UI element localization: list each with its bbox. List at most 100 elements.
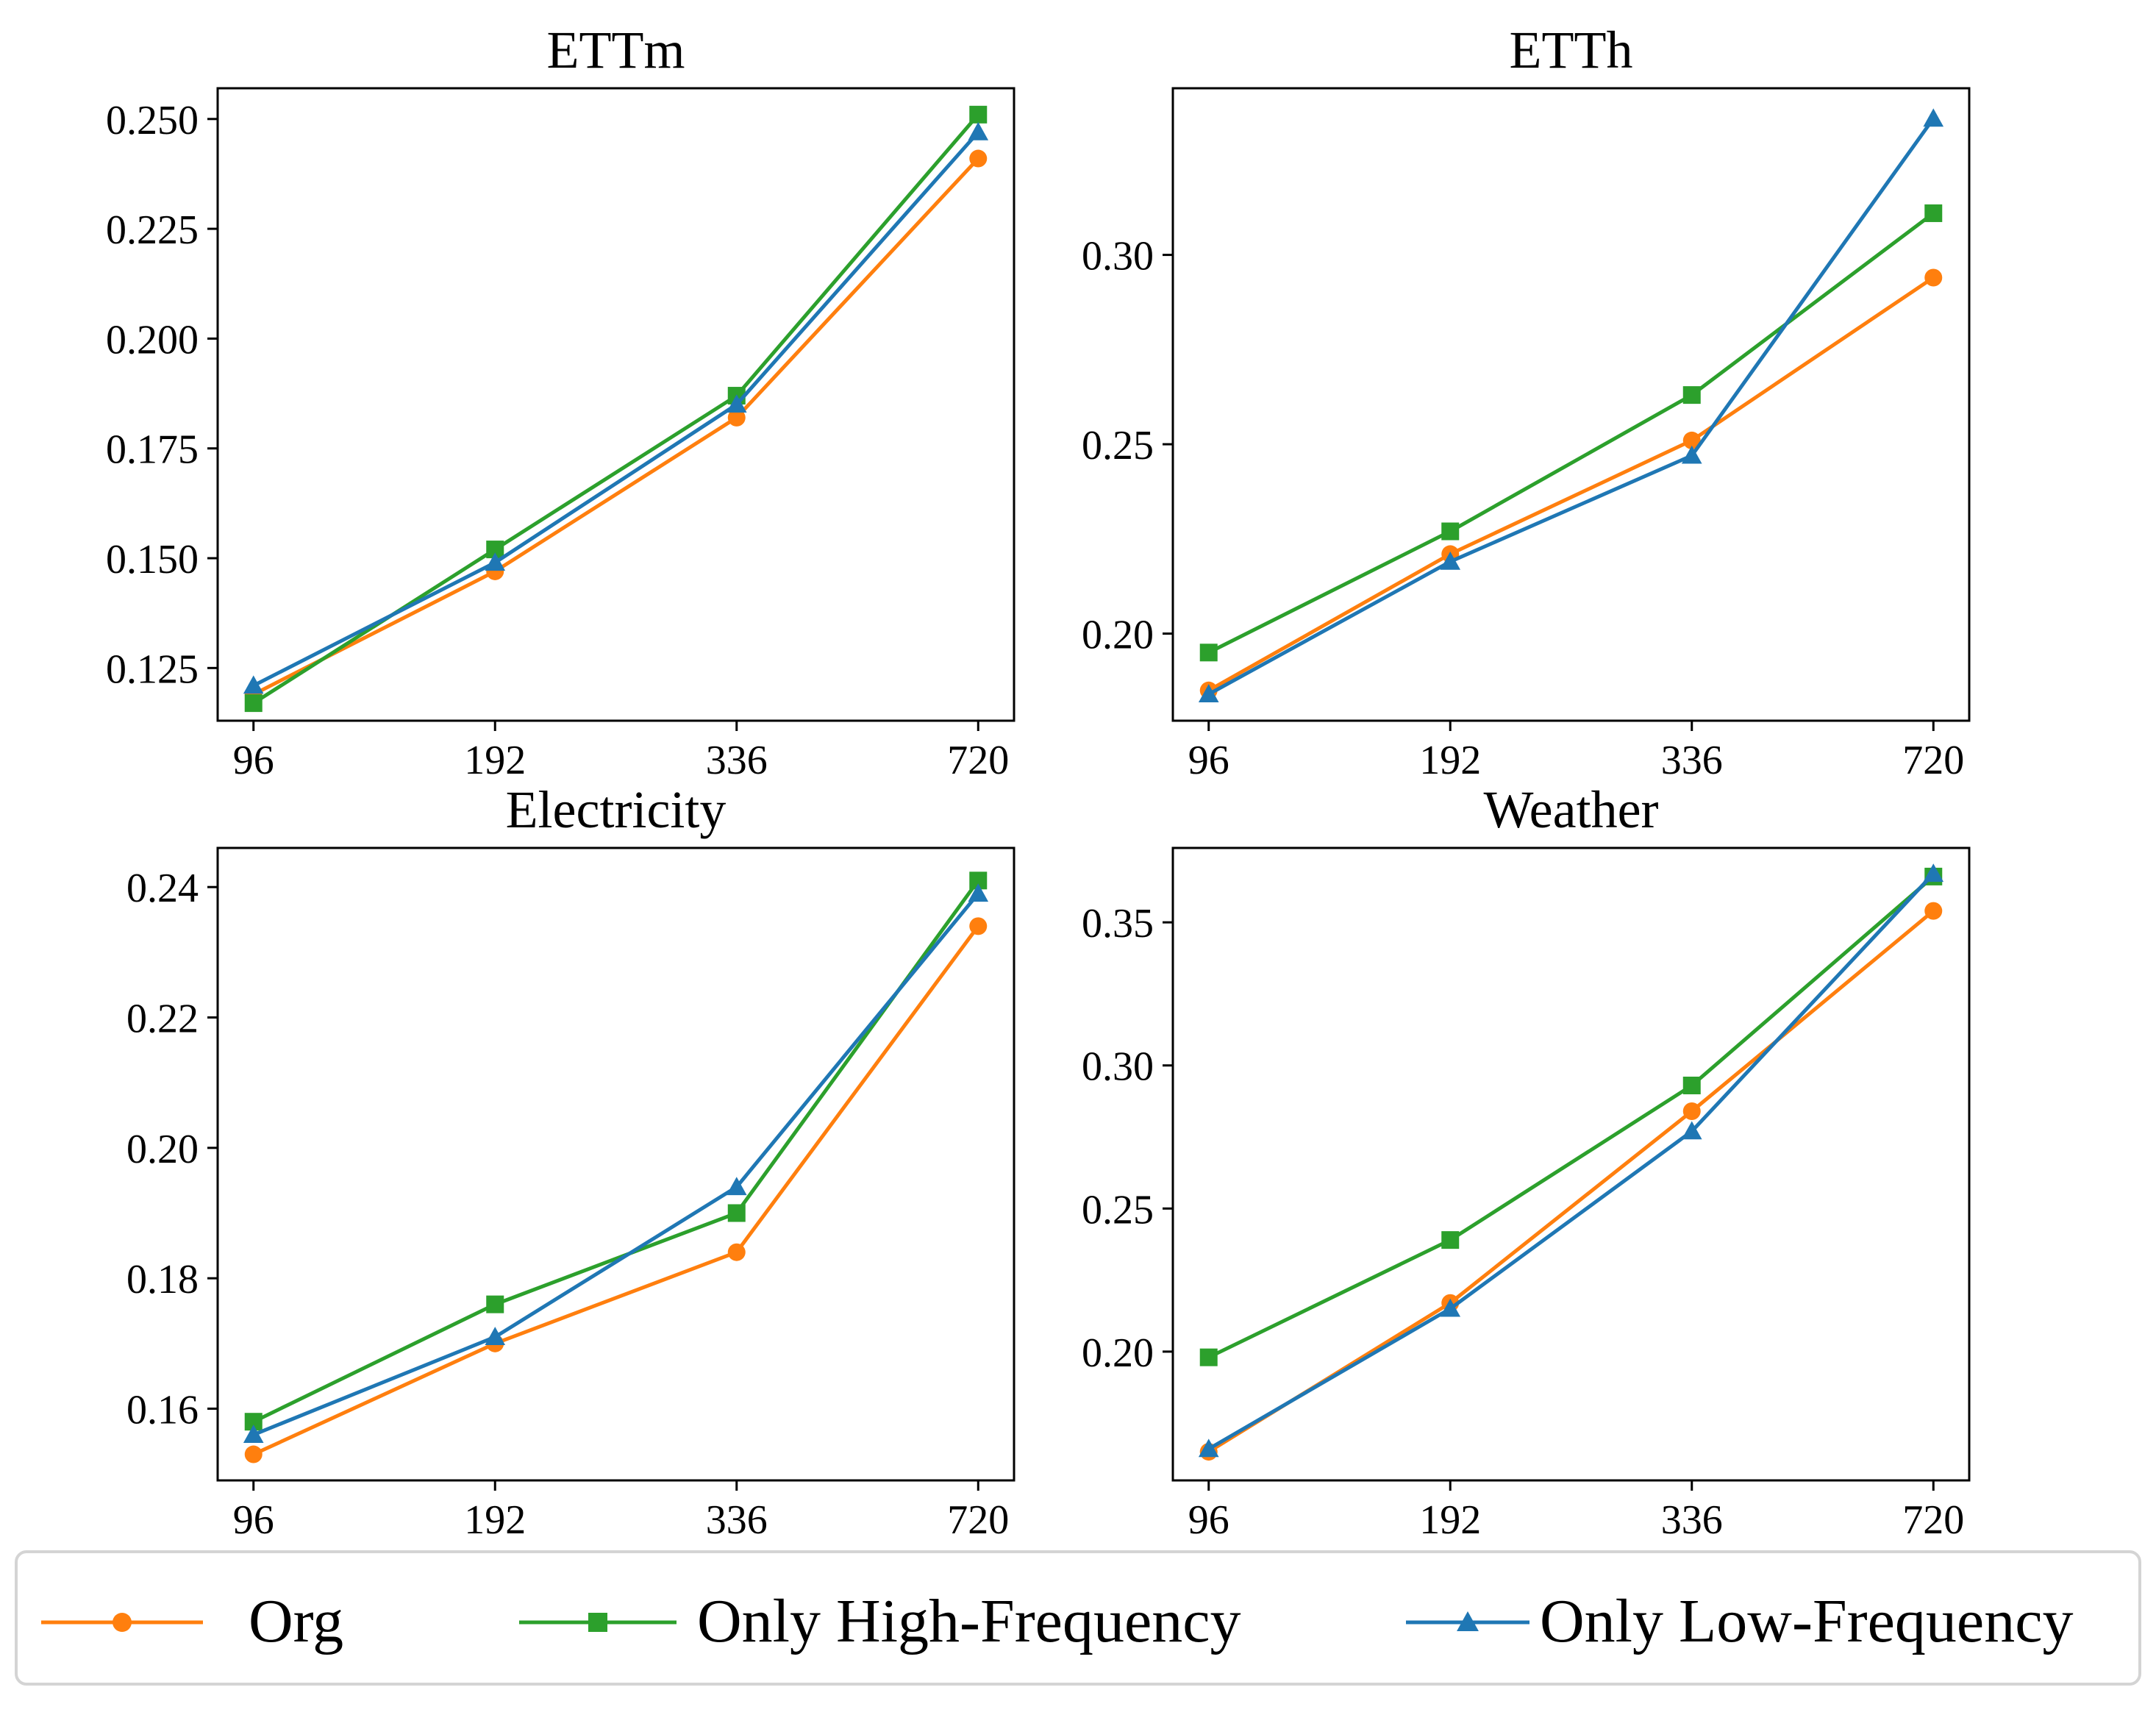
data-point (727, 1243, 746, 1261)
data-point (969, 917, 988, 935)
y-tick-label: 0.225 (106, 207, 199, 253)
x-tick-label: 96 (1188, 1497, 1229, 1543)
x-tick-label: 336 (1661, 1497, 1723, 1543)
data-point (243, 1425, 264, 1443)
series-triangle (243, 883, 989, 1443)
data-point (1923, 108, 1944, 127)
data-point (244, 1445, 263, 1463)
data-point (727, 1204, 746, 1222)
plot-frame (1171, 846, 1971, 1482)
plot-frame (1171, 87, 1971, 722)
x-tick-label: 720 (947, 1497, 1009, 1543)
data-point (1924, 902, 1943, 920)
y-tick-label: 0.24 (126, 866, 199, 911)
series-square (1199, 204, 1943, 662)
data-point (1440, 1298, 1461, 1317)
chart-panels: ETTm 0.125 0.150 0.175 0.200 0.225 0.250 96 192 3… (106, 21, 1971, 1543)
series-square (244, 105, 988, 713)
series-triangle (243, 121, 989, 694)
series-line (1207, 276, 1935, 692)
chart-ettm: ETTm 0.125 0.150 0.175 0.200 0.225 0.250 96 192 3… (106, 21, 1015, 783)
y-tick-label: 0.150 (106, 537, 199, 582)
x-tick-label: 336 (706, 738, 768, 783)
data-point (1198, 1438, 1219, 1458)
series-line (252, 113, 980, 705)
data-point (243, 675, 264, 694)
data-point (1924, 204, 1943, 222)
series-triangle (1198, 108, 1944, 702)
x-tick-label: 96 (233, 738, 274, 783)
data-point (1682, 1076, 1701, 1094)
series-line (252, 131, 980, 688)
series-line (252, 879, 980, 1424)
x-tick-label: 96 (233, 1497, 274, 1543)
data-point (1923, 863, 1944, 883)
y-tick-label: 0.200 (106, 317, 199, 363)
data-point (486, 1295, 504, 1313)
series-line (252, 924, 980, 1456)
series-circle (1199, 268, 1943, 699)
data-point (727, 408, 746, 427)
plot-frame (216, 87, 1015, 722)
x-tick-label: 96 (1188, 738, 1229, 783)
x-tick-label: 192 (464, 738, 526, 783)
data-point (1441, 1231, 1460, 1249)
y-tick-label: 0.125 (106, 646, 199, 692)
data-point (1199, 643, 1218, 662)
y-tick-label: 0.18 (126, 1257, 199, 1302)
series-line (1207, 117, 1935, 696)
data-point (485, 1327, 506, 1345)
data-point (1440, 551, 1461, 570)
chart-title: ETTm (547, 21, 685, 79)
data-point (1681, 445, 1702, 464)
series-square (1199, 867, 1943, 1366)
data-point (1441, 522, 1460, 541)
data-point (969, 105, 988, 124)
chart-electricity: Electricity 0.16 0.18 0.20 0.22 0.24 96 192 336 7… (126, 780, 1015, 1543)
data-point (726, 1177, 747, 1196)
data-point (968, 883, 989, 902)
x-tick-label: 720 (1902, 738, 1964, 783)
series-circle (244, 917, 988, 1463)
x-tick-label: 720 (1902, 1497, 1964, 1543)
x-tick-label: 192 (1419, 738, 1481, 783)
y-tick-label: 0.25 (1082, 423, 1154, 468)
x-tick-label: 192 (464, 1497, 526, 1543)
chart-title: ETTh (1510, 21, 1633, 79)
chart-weather: Weather 0.20 0.25 0.30 0.35 96 192 336 720 (1082, 780, 1971, 1543)
y-tick-label: 0.20 (126, 1127, 199, 1172)
data-point (244, 694, 263, 713)
data-point (1682, 431, 1701, 449)
data-point (485, 552, 506, 571)
data-point (1924, 268, 1943, 287)
series-line (252, 157, 980, 696)
data-point (1199, 1348, 1218, 1366)
plot-frame (216, 846, 1015, 1482)
series-line (1207, 211, 1935, 655)
y-tick-label: 0.30 (1082, 234, 1154, 279)
data-point (968, 121, 989, 140)
data-point (1682, 1102, 1701, 1121)
chart-title: Weather (1483, 780, 1658, 839)
data-point (969, 149, 988, 168)
series-line (1207, 875, 1935, 1359)
series-triangle (1198, 863, 1944, 1458)
chart-title: Electricity (506, 780, 727, 839)
data-point (1198, 684, 1219, 702)
y-tick-label: 0.25 (1082, 1187, 1154, 1233)
x-tick-label: 336 (706, 1497, 768, 1543)
y-tick-label: 0.175 (106, 427, 199, 473)
y-tick-label: 0.22 (126, 996, 199, 1042)
x-tick-label: 336 (1661, 738, 1723, 783)
y-tick-label: 0.16 (126, 1387, 199, 1433)
y-tick-label: 0.250 (106, 98, 199, 143)
x-tick-label: 720 (947, 738, 1009, 783)
y-tick-label: 0.30 (1082, 1044, 1154, 1090)
series-line (252, 892, 980, 1437)
y-tick-label: 0.35 (1082, 901, 1154, 946)
y-tick-label: 0.20 (1082, 1330, 1154, 1376)
y-tick-label: 0.20 (1082, 613, 1154, 658)
legend (15, 1550, 2141, 1686)
data-point (1681, 1121, 1702, 1140)
